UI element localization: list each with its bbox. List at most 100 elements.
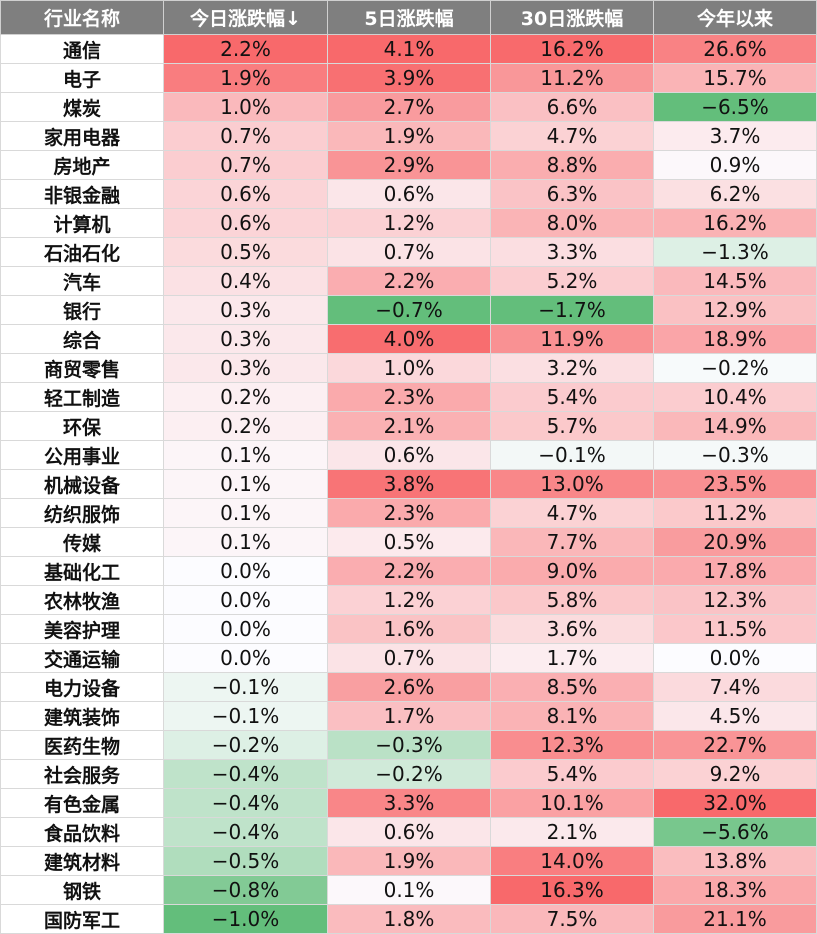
- industry-name-cell: 家用电器: [0, 121, 164, 151]
- 5day-change-cell: 0.6%: [327, 179, 491, 209]
- 30day-change-cell: 5.4%: [490, 759, 654, 789]
- today-change-cell: −0.4%: [163, 788, 328, 818]
- table-row: 轻工制造 0.2% 2.3% 5.4% 10.4%: [0, 382, 817, 412]
- today-change-cell: 0.5%: [163, 237, 328, 267]
- today-change-cell: 0.1%: [163, 498, 328, 528]
- industry-name-cell: 钢铁: [0, 875, 164, 905]
- today-change-cell: 0.3%: [163, 295, 328, 325]
- table-row: 基础化工 0.0% 2.2% 9.0% 17.8%: [0, 556, 817, 586]
- today-change-cell: 0.3%: [163, 353, 328, 383]
- ytd-change-cell: −0.2%: [653, 353, 817, 383]
- header-5day-change[interactable]: 5日涨跌幅: [327, 0, 491, 35]
- 30day-change-cell: 16.2%: [490, 34, 654, 64]
- ytd-change-cell: 20.9%: [653, 527, 817, 557]
- 5day-change-cell: 3.8%: [327, 469, 491, 499]
- ytd-change-cell: 13.8%: [653, 846, 817, 876]
- ytd-change-cell: 14.5%: [653, 266, 817, 296]
- 30day-change-cell: 11.9%: [490, 324, 654, 354]
- 5day-change-cell: −0.3%: [327, 730, 491, 760]
- table-row: 公用事业 0.1% 0.6% −0.1% −0.3%: [0, 440, 817, 470]
- today-change-cell: −0.1%: [163, 701, 328, 731]
- 30day-change-cell: 12.3%: [490, 730, 654, 760]
- 30day-change-cell: 6.3%: [490, 179, 654, 209]
- 30day-change-cell: 9.0%: [490, 556, 654, 586]
- industry-name-cell: 医药生物: [0, 730, 164, 760]
- industry-name-cell: 食品饮料: [0, 817, 164, 847]
- table-row: 食品饮料 −0.4% 0.6% 2.1% −5.6%: [0, 817, 817, 847]
- today-change-cell: 0.7%: [163, 121, 328, 151]
- table-row: 美容护理 0.0% 1.6% 3.6% 11.5%: [0, 614, 817, 644]
- 5day-change-cell: 2.2%: [327, 556, 491, 586]
- table-row: 钢铁 −0.8% 0.1% 16.3% 18.3%: [0, 875, 817, 905]
- 30day-change-cell: 5.2%: [490, 266, 654, 296]
- today-change-cell: 0.0%: [163, 614, 328, 644]
- 5day-change-cell: 3.3%: [327, 788, 491, 818]
- ytd-change-cell: 6.2%: [653, 179, 817, 209]
- header-ytd-change[interactable]: 今年以来: [653, 0, 817, 35]
- ytd-change-cell: 15.7%: [653, 63, 817, 93]
- industry-name-cell: 计算机: [0, 208, 164, 238]
- table-row: 医药生物 −0.2% −0.3% 12.3% 22.7%: [0, 730, 817, 760]
- 5day-change-cell: 0.5%: [327, 527, 491, 557]
- industry-name-cell: 商贸零售: [0, 353, 164, 383]
- 5day-change-cell: −0.7%: [327, 295, 491, 325]
- industry-name-cell: 建筑装饰: [0, 701, 164, 731]
- industry-name-cell: 传媒: [0, 527, 164, 557]
- today-change-cell: −0.4%: [163, 817, 328, 847]
- today-change-cell: 1.9%: [163, 63, 328, 93]
- 30day-change-cell: 5.8%: [490, 585, 654, 615]
- today-change-cell: −1.0%: [163, 904, 328, 934]
- today-change-cell: 0.1%: [163, 440, 328, 470]
- ytd-change-cell: 12.9%: [653, 295, 817, 325]
- 5day-change-cell: 0.1%: [327, 875, 491, 905]
- 30day-change-cell: 4.7%: [490, 498, 654, 528]
- 5day-change-cell: 1.6%: [327, 614, 491, 644]
- 30day-change-cell: 3.3%: [490, 237, 654, 267]
- 5day-change-cell: 2.6%: [327, 672, 491, 702]
- table-row: 商贸零售 0.3% 1.0% 3.2% −0.2%: [0, 353, 817, 383]
- header-industry-name: 行业名称: [0, 0, 164, 35]
- 5day-change-cell: 0.7%: [327, 643, 491, 673]
- 30day-change-cell: −0.1%: [490, 440, 654, 470]
- today-change-cell: 0.2%: [163, 382, 328, 412]
- today-change-cell: 0.6%: [163, 179, 328, 209]
- header-30day-change[interactable]: 30日涨跌幅: [490, 0, 654, 35]
- 30day-change-cell: 3.2%: [490, 353, 654, 383]
- ytd-change-cell: 18.9%: [653, 324, 817, 354]
- ytd-change-cell: 22.7%: [653, 730, 817, 760]
- industry-name-cell: 银行: [0, 295, 164, 325]
- table-row: 传媒 0.1% 0.5% 7.7% 20.9%: [0, 527, 817, 557]
- today-change-cell: −0.8%: [163, 875, 328, 905]
- 30day-change-cell: 16.3%: [490, 875, 654, 905]
- ytd-change-cell: 0.9%: [653, 150, 817, 180]
- today-change-cell: 0.3%: [163, 324, 328, 354]
- today-change-cell: 0.1%: [163, 527, 328, 557]
- industry-name-cell: 纺织服饰: [0, 498, 164, 528]
- table-row: 有色金属 −0.4% 3.3% 10.1% 32.0%: [0, 788, 817, 818]
- industry-name-cell: 机械设备: [0, 469, 164, 499]
- 5day-change-cell: 1.2%: [327, 208, 491, 238]
- ytd-change-cell: 4.5%: [653, 701, 817, 731]
- ytd-change-cell: −6.5%: [653, 92, 817, 122]
- 5day-change-cell: 0.6%: [327, 440, 491, 470]
- table-row: 国防军工 −1.0% 1.8% 7.5% 21.1%: [0, 904, 817, 934]
- industry-name-cell: 美容护理: [0, 614, 164, 644]
- 5day-change-cell: 4.1%: [327, 34, 491, 64]
- 30day-change-cell: 2.1%: [490, 817, 654, 847]
- today-change-cell: 0.0%: [163, 556, 328, 586]
- 30day-change-cell: 8.0%: [490, 208, 654, 238]
- header-today-change[interactable]: 今日涨跌幅↓: [163, 0, 328, 35]
- ytd-change-cell: 0.0%: [653, 643, 817, 673]
- table-row: 纺织服饰 0.1% 2.3% 4.7% 11.2%: [0, 498, 817, 528]
- ytd-change-cell: 7.4%: [653, 672, 817, 702]
- today-change-cell: −0.4%: [163, 759, 328, 789]
- 5day-change-cell: 2.3%: [327, 382, 491, 412]
- table-row: 电子 1.9% 3.9% 11.2% 15.7%: [0, 63, 817, 93]
- 30day-change-cell: 3.6%: [490, 614, 654, 644]
- 5day-change-cell: 2.3%: [327, 498, 491, 528]
- today-change-cell: −0.2%: [163, 730, 328, 760]
- today-change-cell: 0.2%: [163, 411, 328, 441]
- table-row: 非银金融 0.6% 0.6% 6.3% 6.2%: [0, 179, 817, 209]
- 5day-change-cell: 4.0%: [327, 324, 491, 354]
